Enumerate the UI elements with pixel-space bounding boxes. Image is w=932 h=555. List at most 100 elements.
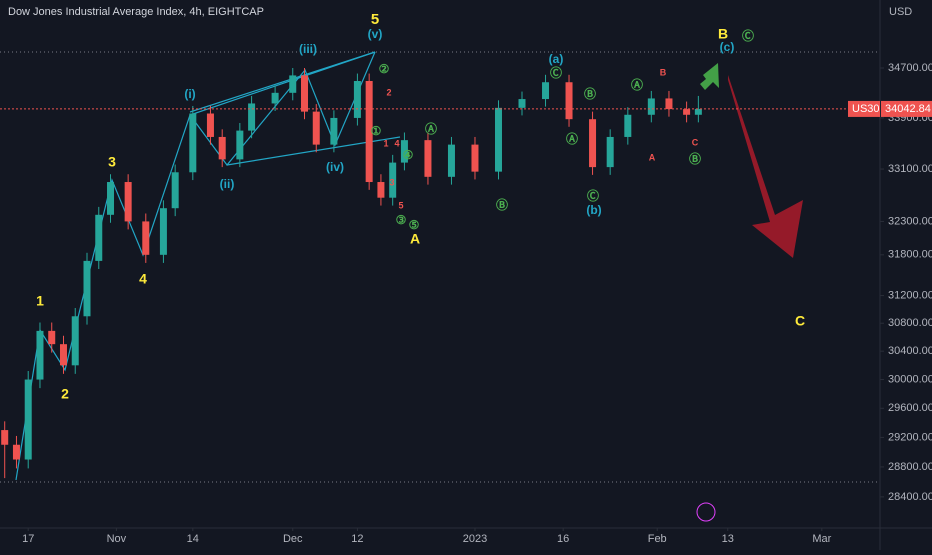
- candle-body: [289, 75, 297, 93]
- alert-icon[interactable]: [696, 502, 716, 522]
- candle-body: [424, 140, 432, 177]
- wave-label: Ⓑ: [584, 86, 596, 101]
- candle-body: [606, 136, 614, 168]
- candle-body: [218, 136, 226, 160]
- candle-body: [518, 99, 526, 108]
- candle-body: [301, 75, 309, 112]
- wave-label: (i): [184, 87, 195, 101]
- wave-label: Ⓒ: [742, 28, 754, 43]
- y-tick-label: 29600.00: [888, 402, 932, 414]
- candle-body: [647, 98, 655, 115]
- wave-label: 3: [389, 177, 394, 187]
- y-tick-label: 28800.00: [888, 461, 932, 473]
- wave-label: 5: [398, 200, 403, 210]
- y-tick-label: 29200.00: [888, 431, 932, 443]
- wave-label: 2: [61, 386, 69, 402]
- candle-body: [365, 80, 373, 183]
- candle-body: [142, 221, 150, 255]
- candle-body: [353, 80, 361, 118]
- wave-label: C: [795, 313, 805, 329]
- y-tick-label: 30000.00: [888, 373, 932, 385]
- x-tick-label: Dec: [283, 533, 303, 545]
- candle-body: [124, 182, 132, 222]
- candle-body: [589, 119, 597, 168]
- x-tick-label: 12: [351, 533, 363, 545]
- y-tick-label: 31800.00: [888, 249, 932, 261]
- candle-body: [694, 108, 702, 115]
- wave-label: 1: [36, 293, 44, 309]
- y-tick-label: 31200.00: [888, 289, 932, 301]
- wave-label: A: [649, 152, 656, 162]
- candle-body: [71, 316, 79, 366]
- price-tag: [881, 100, 932, 117]
- candle-body: [206, 113, 214, 137]
- candle-body: [95, 214, 103, 261]
- y-tick-label: 33100.00: [888, 163, 932, 175]
- wave-label: ③: [396, 213, 407, 227]
- candle-body: [624, 114, 632, 137]
- candle-body: [330, 117, 338, 145]
- wave-label: ②: [379, 62, 390, 76]
- candle-body: [400, 140, 408, 163]
- x-tick-label: 14: [187, 533, 199, 545]
- symbol-label: US30: [852, 103, 880, 115]
- down-arrow: [728, 75, 803, 258]
- candle-body: [494, 107, 502, 172]
- wave-label: ⑤: [409, 218, 420, 232]
- candle-body: [542, 82, 550, 100]
- wave-label: (ii): [220, 177, 235, 191]
- wave-label: 4: [394, 138, 399, 148]
- candle-body: [471, 144, 479, 172]
- candle-body: [389, 162, 397, 198]
- wave-label: (iv): [326, 160, 344, 174]
- candle-body: [189, 113, 197, 173]
- y-tick-label: 30400.00: [888, 345, 932, 357]
- y-tick-label: 32300.00: [888, 215, 932, 227]
- wave-label: (b): [586, 203, 601, 217]
- wave-label: ①: [371, 124, 382, 138]
- wave-label: Ⓒ: [550, 65, 562, 80]
- x-tick-label: 17: [22, 533, 34, 545]
- x-tick-label: Feb: [648, 533, 667, 545]
- candle-body: [12, 444, 20, 460]
- candle-body: [248, 103, 256, 131]
- wave-label: (c): [720, 40, 735, 54]
- wave-label: 5: [371, 11, 379, 28]
- chart-title: Dow Jones Industrial Average Index, 4h, …: [8, 6, 264, 18]
- channel-line: [189, 51, 376, 113]
- wave-label: C: [692, 137, 699, 147]
- symbol-tag: [848, 100, 880, 117]
- y-axis-label: USD: [889, 6, 912, 18]
- candle-body: [171, 172, 179, 209]
- y-tick-label: 28400.00: [888, 491, 932, 503]
- wave-label: (v): [368, 27, 383, 41]
- candle-body: [565, 82, 573, 120]
- wave-label: Ⓑ: [689, 151, 701, 166]
- candle-body: [236, 130, 244, 160]
- wave-label: (iii): [299, 42, 317, 56]
- candle-body: [159, 208, 167, 255]
- wave-label: Ⓐ: [425, 121, 437, 136]
- x-tick-label: 13: [722, 533, 734, 545]
- wave-label: 1: [383, 138, 388, 148]
- wave-label: 2: [386, 87, 391, 97]
- candle-body: [107, 182, 115, 215]
- wave-label: B: [660, 67, 667, 77]
- candle-body: [83, 260, 91, 317]
- x-tick-label: 2023: [463, 533, 487, 545]
- candle-body: [1, 430, 9, 445]
- wave-label: (a): [549, 52, 564, 66]
- y-tick-label: 30800.00: [888, 317, 932, 329]
- wave-label: Ⓐ: [631, 77, 643, 92]
- y-tick-label: 34700.00: [888, 62, 932, 74]
- up-arrow: [700, 63, 719, 90]
- candle-body: [59, 344, 67, 366]
- candle-body: [447, 144, 455, 177]
- wave-label: Ⓐ: [566, 131, 578, 146]
- candle-body: [24, 379, 32, 460]
- candle-body: [312, 111, 320, 145]
- candle-body: [683, 109, 691, 115]
